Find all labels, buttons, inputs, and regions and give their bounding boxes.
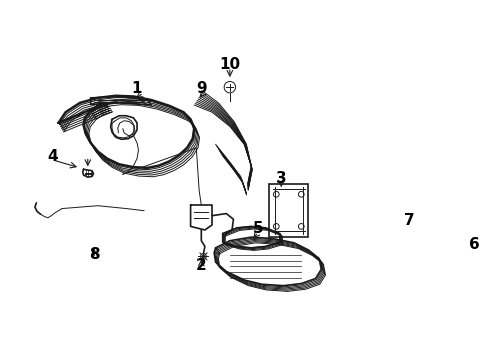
Text: 6: 6: [469, 237, 480, 252]
Text: 3: 3: [276, 171, 287, 186]
Circle shape: [425, 249, 430, 254]
Circle shape: [434, 240, 439, 245]
Text: 2: 2: [196, 258, 207, 273]
Text: 8: 8: [89, 247, 99, 262]
Text: 5: 5: [253, 221, 264, 236]
Text: 7: 7: [404, 213, 415, 228]
Text: 1: 1: [132, 81, 142, 96]
Text: 4: 4: [48, 149, 58, 164]
Text: 10: 10: [220, 57, 241, 72]
Text: 9: 9: [196, 81, 207, 96]
Circle shape: [419, 246, 424, 251]
Circle shape: [431, 246, 436, 251]
